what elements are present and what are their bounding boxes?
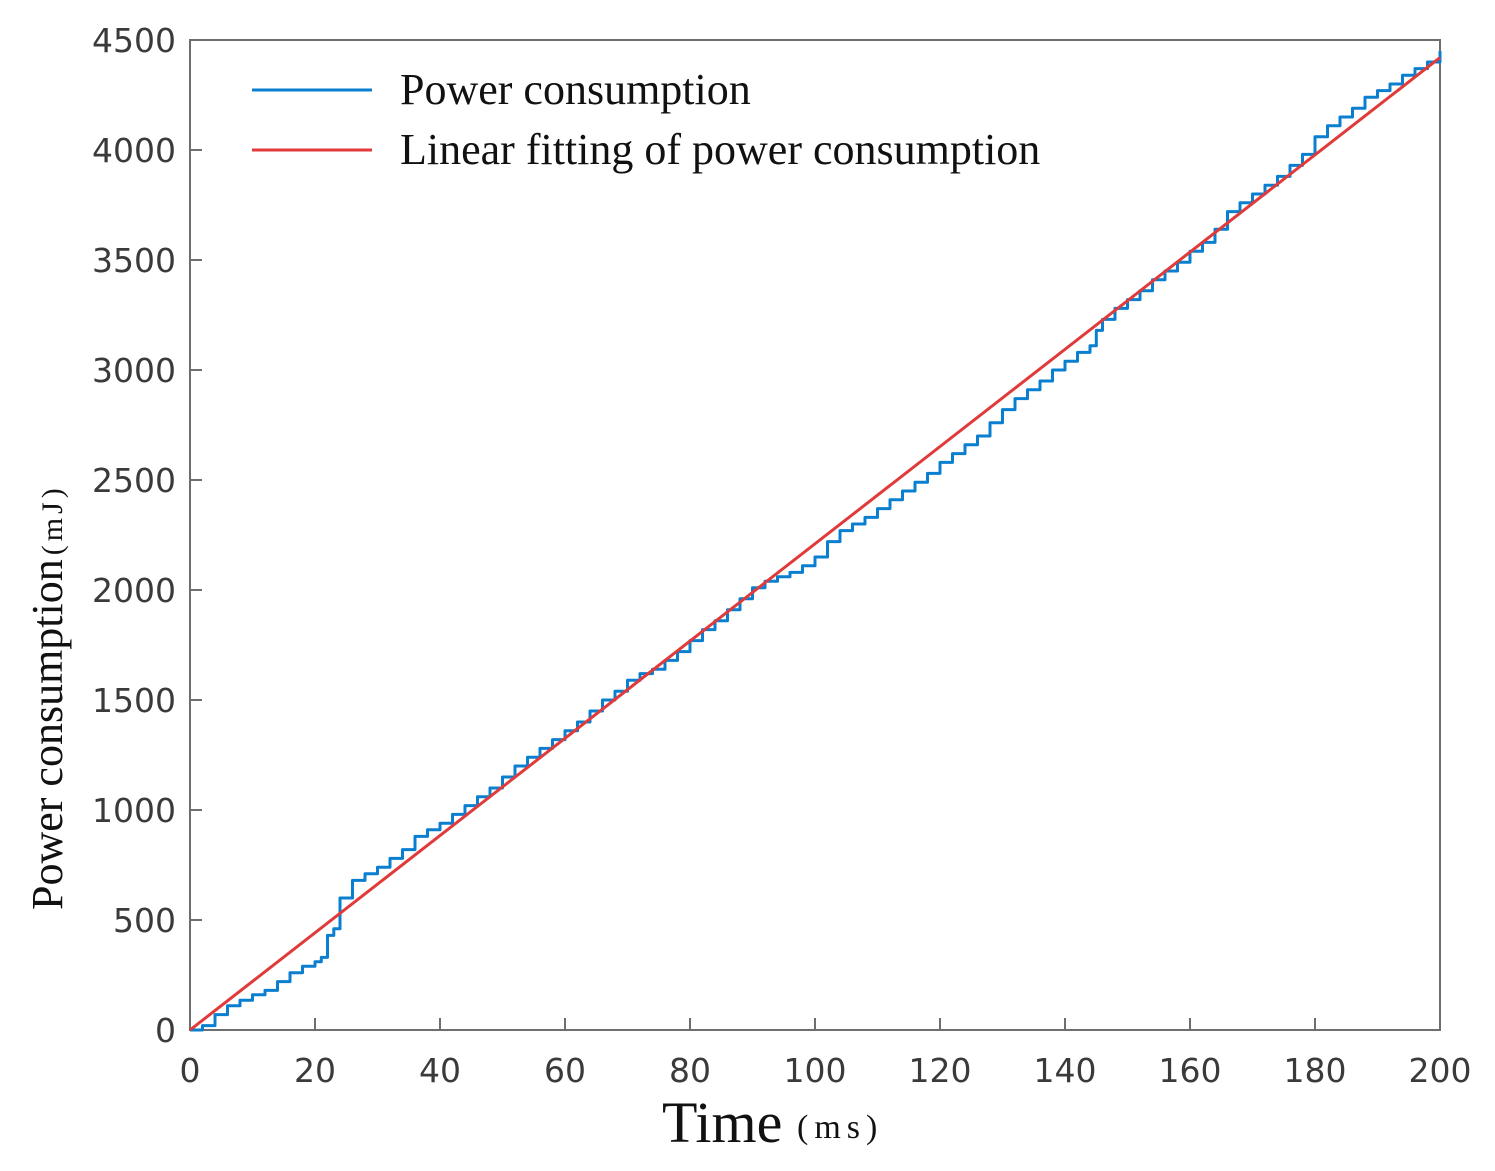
y-axis-title: Power consumption(mJ) bbox=[23, 484, 72, 910]
x-tick-label: 20 bbox=[294, 1051, 336, 1090]
y-axis: 0 500 1000 1500 2000 2500 3000 3500 4000 4500 bbox=[92, 21, 202, 1050]
x-tick-label: 40 bbox=[419, 1051, 461, 1090]
x-tick-label: 200 bbox=[1409, 1051, 1472, 1090]
series-layer bbox=[189, 51, 1442, 1032]
series-line-linear-fit bbox=[189, 56, 1441, 1032]
x-tick-label: 120 bbox=[909, 1051, 972, 1090]
y-tick-label: 4000 bbox=[92, 131, 176, 170]
y-tick-label: 2500 bbox=[92, 461, 176, 500]
legend-label-power-consumption: Power consumption bbox=[400, 65, 751, 114]
x-tick-label: 80 bbox=[669, 1051, 711, 1090]
y-tick-label: 2000 bbox=[92, 571, 176, 610]
x-axis-unit: (ms) bbox=[797, 1109, 883, 1146]
y-tick-label: 500 bbox=[113, 901, 176, 940]
legend-label-linear-fit: Linear fitting of power consumption bbox=[400, 125, 1040, 174]
plot-frame bbox=[189, 39, 1441, 1031]
series-line-power-consumption bbox=[190, 51, 1442, 1032]
y-tick-label: 3500 bbox=[92, 241, 176, 280]
x-axis: 0 20 40 60 80 100 120 140 160 180 200 bbox=[180, 1018, 1472, 1090]
legend: Power consumption Linear fitting of powe… bbox=[252, 65, 1040, 174]
y-axis-label: Power consumption(mJ) bbox=[23, 484, 72, 910]
x-tick-label: 180 bbox=[1284, 1051, 1347, 1090]
x-tick-label: 160 bbox=[1159, 1051, 1222, 1090]
x-tick-label: 60 bbox=[544, 1051, 586, 1090]
y-tick-label: 3000 bbox=[92, 351, 176, 390]
y-tick-label: 1000 bbox=[92, 791, 176, 830]
y-tick-label: 4500 bbox=[92, 21, 176, 60]
plot-area bbox=[189, 39, 1441, 1031]
x-axis-label: Time bbox=[662, 1090, 782, 1155]
x-tick-label: 0 bbox=[180, 1051, 201, 1090]
x-tick-label: 140 bbox=[1034, 1051, 1097, 1090]
y-tick-label: 0 bbox=[155, 1011, 176, 1050]
x-tick-label: 100 bbox=[784, 1051, 847, 1090]
x-axis-title: Time (ms) bbox=[662, 1090, 883, 1155]
y-tick-label: 1500 bbox=[92, 681, 176, 720]
